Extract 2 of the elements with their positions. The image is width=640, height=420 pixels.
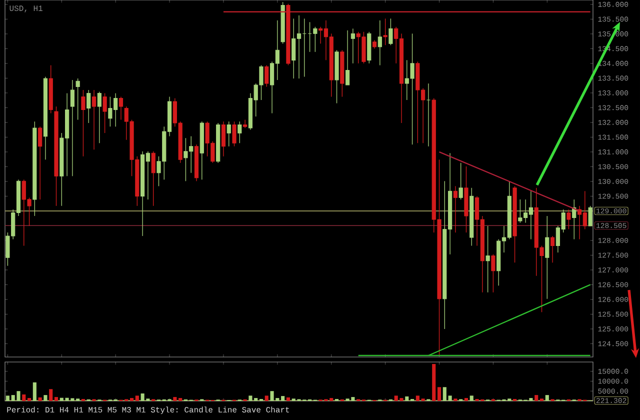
text: USD, H1	[10, 6, 42, 12]
text: Period: D1 H4 H1 M15 M5 M3 M1 Style: Candle Line Save Chart	[7, 406, 289, 414]
